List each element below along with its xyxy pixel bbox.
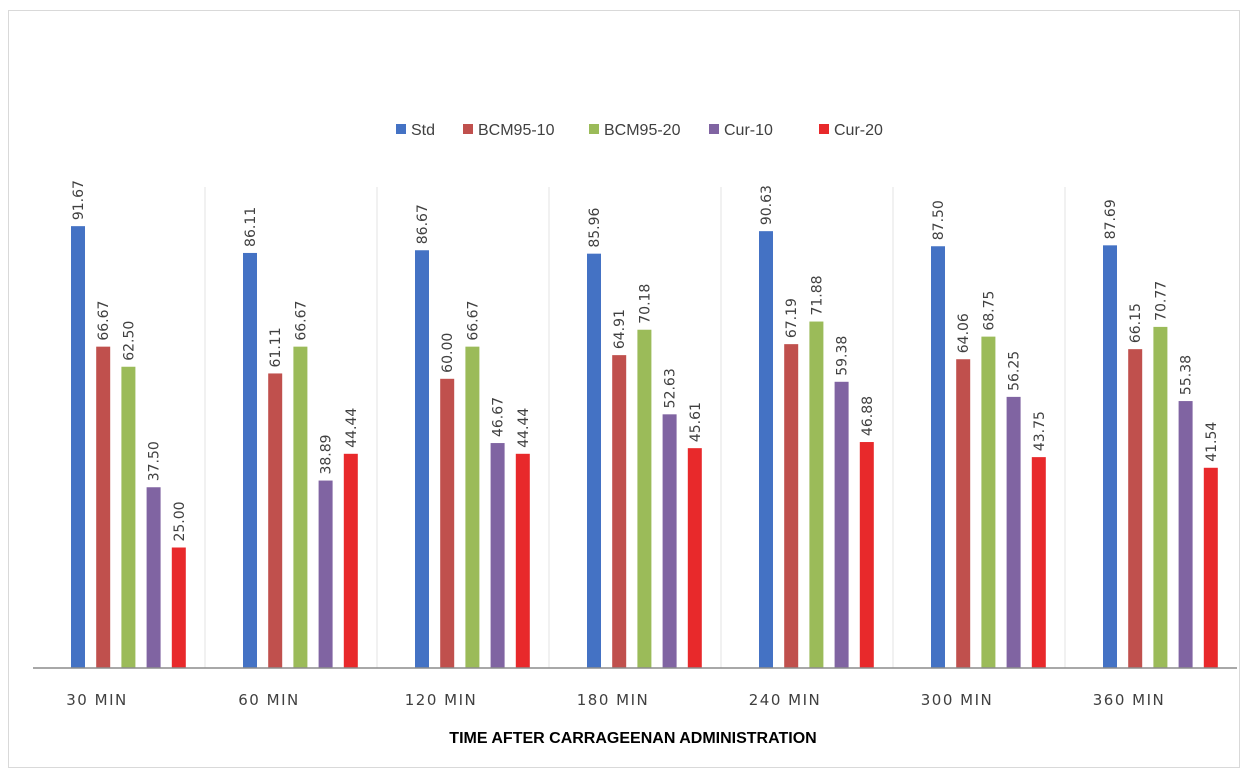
legend-swatch bbox=[819, 124, 829, 134]
bar bbox=[1128, 349, 1143, 668]
bar bbox=[981, 336, 996, 668]
data-label: 37.50 bbox=[147, 441, 163, 481]
legend-entry: Std bbox=[411, 122, 435, 139]
x-tick-label: 240 MIN bbox=[749, 691, 822, 709]
category-separators bbox=[204, 187, 1066, 668]
data-label: 68.75 bbox=[981, 291, 997, 331]
x-tick-label: 180 MIN bbox=[577, 691, 650, 709]
x-tick-labels: 30 MIN 60 MIN 120 MIN 180 MIN 240 MIN 300 MIN… bbox=[66, 691, 1166, 709]
bar bbox=[931, 246, 945, 668]
legend-entry: Cur-10 bbox=[724, 122, 773, 139]
data-label: 66.67 bbox=[465, 301, 481, 341]
data-label: 71.88 bbox=[809, 275, 825, 315]
bar-chart: Std BCM95-10 BCM95-20 Cur-10 Cur-20 91.67 86.… bbox=[33, 122, 1237, 747]
bar bbox=[171, 547, 186, 668]
bar bbox=[859, 442, 874, 668]
data-label: 86.67 bbox=[415, 204, 431, 244]
bar bbox=[146, 487, 161, 668]
x-tick-label: 300 MIN bbox=[921, 691, 994, 709]
data-label: 38.89 bbox=[319, 434, 335, 474]
data-label: 66.67 bbox=[96, 301, 112, 341]
bar bbox=[1153, 326, 1168, 668]
bar bbox=[662, 414, 677, 668]
data-label: 59.38 bbox=[835, 336, 851, 376]
data-label: 66.67 bbox=[293, 301, 309, 341]
data-label: 61.11 bbox=[268, 327, 284, 367]
data-label: 46.67 bbox=[491, 397, 507, 437]
bar bbox=[1006, 396, 1021, 668]
bar bbox=[71, 226, 85, 668]
bar bbox=[809, 321, 824, 668]
data-label: 64.91 bbox=[612, 309, 628, 349]
data-label: 66.15 bbox=[1128, 303, 1144, 343]
x-tick-label: 30 MIN bbox=[66, 691, 127, 709]
bar bbox=[612, 355, 627, 668]
bar bbox=[784, 344, 799, 668]
chart-frame: Std BCM95-10 BCM95-20 Cur-10 Cur-20 91.67 86.… bbox=[8, 10, 1240, 768]
bar bbox=[1103, 245, 1117, 668]
bar bbox=[956, 359, 971, 668]
legend-swatch bbox=[709, 124, 719, 134]
data-label: 25.00 bbox=[172, 501, 188, 541]
bar bbox=[318, 480, 333, 668]
bar bbox=[1203, 467, 1218, 668]
bar bbox=[1178, 401, 1193, 668]
bar bbox=[121, 366, 136, 668]
x-tick-label: 60 MIN bbox=[238, 691, 299, 709]
bar bbox=[687, 448, 702, 668]
data-label: 87.69 bbox=[1103, 199, 1119, 239]
bar bbox=[465, 346, 480, 668]
data-label: 44.44 bbox=[344, 408, 360, 448]
legend-entry: BCM95-20 bbox=[604, 122, 681, 139]
data-label: 91.67 bbox=[71, 180, 87, 220]
data-label: 64.06 bbox=[956, 313, 972, 353]
data-label: 62.50 bbox=[121, 321, 137, 361]
data-label: 70.18 bbox=[637, 284, 653, 324]
legend-entry: Cur-20 bbox=[834, 122, 883, 139]
data-label: 60.00 bbox=[440, 333, 456, 373]
data-labels: 91.67 86.11 86.67 85.96 90.63 87.50 87.69 66.67… bbox=[71, 180, 1220, 541]
bar bbox=[587, 253, 601, 669]
bar bbox=[834, 381, 849, 668]
data-label: 52.63 bbox=[663, 368, 679, 408]
data-label: 43.75 bbox=[1032, 411, 1048, 451]
bar bbox=[293, 346, 308, 668]
bar bbox=[415, 250, 429, 668]
data-label: 67.19 bbox=[784, 298, 800, 338]
bar bbox=[1031, 457, 1046, 668]
data-label: 70.77 bbox=[1153, 281, 1169, 321]
data-label: 85.96 bbox=[587, 208, 603, 248]
bar bbox=[343, 453, 358, 668]
bar bbox=[759, 231, 773, 669]
data-label: 86.11 bbox=[243, 207, 259, 247]
bar bbox=[440, 378, 455, 668]
bar bbox=[268, 373, 283, 668]
bars bbox=[71, 226, 1218, 669]
data-label: 46.88 bbox=[860, 396, 876, 436]
data-label: 55.38 bbox=[1179, 355, 1195, 395]
bar bbox=[490, 443, 505, 668]
bar bbox=[515, 453, 530, 668]
legend-swatch bbox=[589, 124, 599, 134]
x-axis-title: TIME AFTER CARRAGEENAN ADMINISTRATION bbox=[449, 730, 816, 747]
data-label: 87.50 bbox=[931, 200, 947, 240]
legend: Std BCM95-10 BCM95-20 Cur-10 Cur-20 bbox=[396, 122, 883, 139]
bar bbox=[96, 346, 111, 668]
data-label: 90.63 bbox=[759, 185, 775, 225]
x-tick-label: 120 MIN bbox=[405, 691, 478, 709]
legend-swatch bbox=[463, 124, 473, 134]
data-label: 44.44 bbox=[516, 408, 532, 448]
data-label: 41.54 bbox=[1204, 422, 1220, 462]
legend-swatch bbox=[396, 124, 406, 134]
legend-entry: BCM95-10 bbox=[478, 122, 555, 139]
data-label: 45.61 bbox=[688, 402, 704, 442]
data-label: 56.25 bbox=[1007, 351, 1023, 391]
bar bbox=[243, 252, 257, 668]
x-tick-label: 360 MIN bbox=[1093, 691, 1166, 709]
bar bbox=[637, 329, 652, 668]
